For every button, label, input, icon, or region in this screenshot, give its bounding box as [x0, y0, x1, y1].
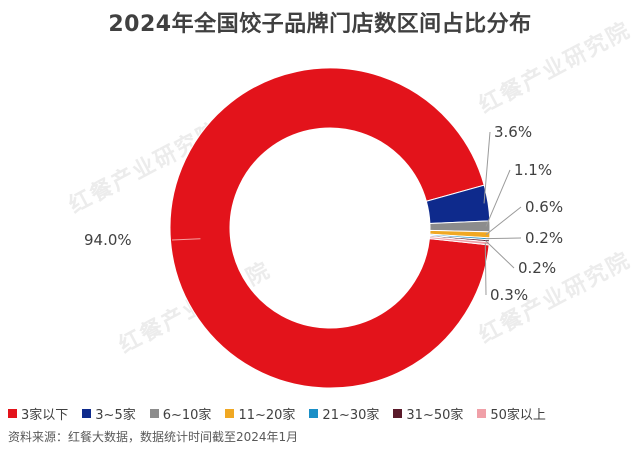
leader-line	[485, 237, 522, 240]
data-label: 94.0%	[84, 231, 132, 249]
legend-label: 3~5家	[95, 408, 136, 423]
legend-swatch	[82, 409, 92, 418]
legend-item: 21~30家	[309, 404, 379, 423]
legend-label: 21~30家	[322, 408, 380, 423]
data-label: 0.2%	[518, 259, 556, 277]
legend-swatch	[149, 409, 159, 418]
leader-line	[484, 243, 487, 296]
leader-line	[485, 206, 522, 236]
data-label: 1.1%	[514, 161, 552, 179]
source-note: 资料来源：红餐大数据，数据统计时间截至2024年1月	[8, 430, 299, 444]
legend-item: 31~50家	[393, 404, 463, 423]
legend-swatch	[393, 409, 403, 418]
legend-label: 11~20家	[238, 408, 296, 423]
legend-item: 6~10家	[149, 404, 212, 423]
legend-swatch	[477, 409, 487, 418]
legend-label: 50家以上	[490, 408, 546, 423]
data-label: 0.2%	[525, 229, 563, 247]
legend: 3家以下 3~5家 6~10家 11~20家 21~30家 31~50家 50家以上	[8, 404, 638, 423]
leader-line	[171, 238, 201, 241]
leader-line	[485, 240, 515, 269]
legend-label: 6~10家	[162, 408, 212, 423]
leader-line	[485, 169, 511, 227]
data-label: 0.3%	[490, 286, 528, 304]
data-label: 0.6%	[525, 198, 563, 216]
legend-item: 50家以上	[477, 404, 546, 423]
legend-swatch	[225, 409, 235, 418]
data-label: 3.6%	[494, 123, 532, 141]
legend-swatch	[8, 409, 17, 418]
legend-label: 3家以下	[21, 408, 69, 423]
legend-item: 11~20家	[225, 404, 295, 423]
chart-title: 2024年全国饺子品牌门店数区间占比分布	[108, 12, 532, 37]
leader-line	[483, 131, 491, 204]
donut-slice	[428, 236, 490, 246]
legend-label: 31~50家	[406, 408, 464, 423]
legend-swatch	[309, 409, 319, 418]
legend-item: 3家以下	[8, 404, 68, 423]
donut-slice	[169, 67, 490, 389]
donut-chart: 94.0% 3.6% 1.1% 0.6% 0.2% 0.2% 0.3%	[84, 67, 563, 389]
legend-item: 3~5家	[82, 404, 136, 423]
